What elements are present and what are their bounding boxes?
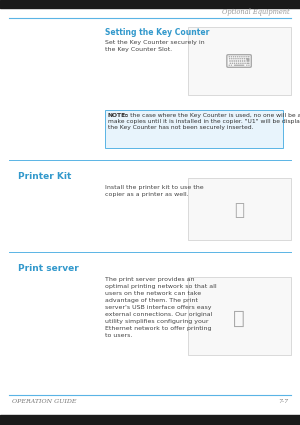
Bar — [0, 0, 300, 8]
Bar — [188, 27, 291, 95]
Text: ⌨: ⌨ — [225, 53, 253, 71]
Text: The print server provides an
optimal printing network so that all
users on the n: The print server provides an optimal pri… — [105, 277, 217, 338]
Bar — [188, 277, 291, 355]
Text: 🖨: 🖨 — [234, 201, 244, 219]
Text: the Key Counter has not been securely inserted.: the Key Counter has not been securely in… — [108, 125, 254, 130]
Bar — [0, 415, 300, 425]
Text: NOTE:: NOTE: — [108, 113, 129, 118]
Text: Print server: Print server — [18, 264, 79, 273]
Text: make copies until it is installed in the copier. "U1" will be displayed when: make copies until it is installed in the… — [108, 119, 300, 124]
Text: In the case where the Key Counter is used, no one will be able to: In the case where the Key Counter is use… — [121, 113, 300, 118]
Text: Set the Key Counter securely in
the Key Counter Slot.: Set the Key Counter securely in the Key … — [105, 40, 205, 52]
Text: Setting the Key Counter: Setting the Key Counter — [105, 28, 209, 37]
Text: Install the printer kit to use the
copier as a printer as well.: Install the printer kit to use the copie… — [105, 185, 204, 197]
Bar — [105, 110, 283, 148]
Text: Optional Equipment: Optional Equipment — [222, 8, 290, 16]
Text: 7-7: 7-7 — [278, 399, 288, 404]
Bar — [188, 178, 291, 240]
Text: OPERATION GUIDE: OPERATION GUIDE — [12, 399, 76, 404]
Text: Printer Kit: Printer Kit — [18, 172, 71, 181]
Text: 🖥: 🖥 — [233, 309, 245, 328]
